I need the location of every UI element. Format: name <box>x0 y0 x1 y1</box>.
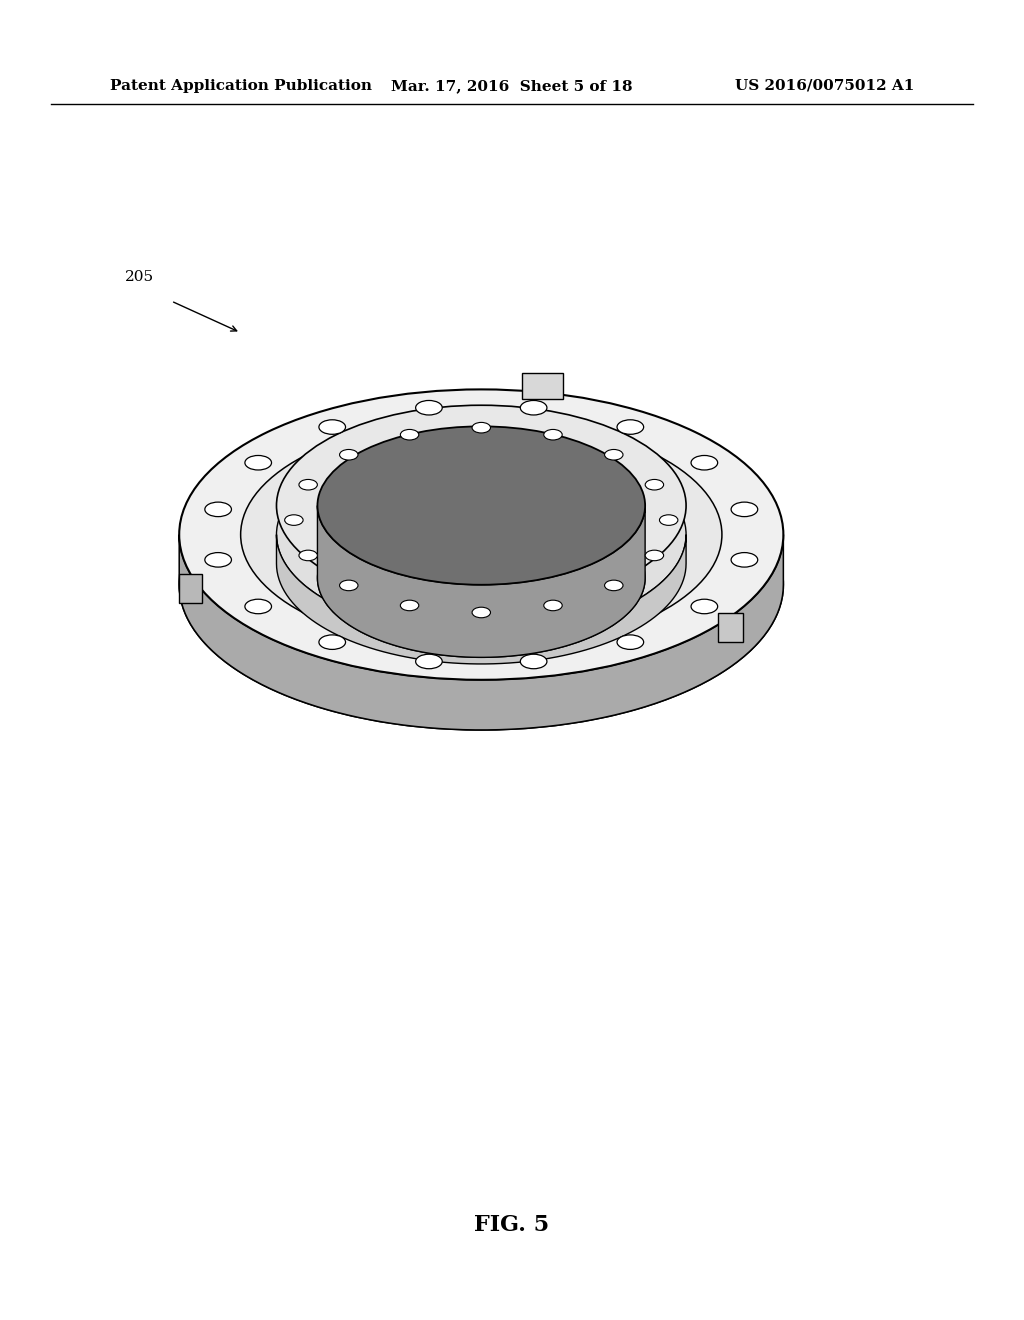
Ellipse shape <box>731 502 758 516</box>
Ellipse shape <box>318 420 345 434</box>
Ellipse shape <box>544 601 562 611</box>
Polygon shape <box>317 506 645 657</box>
Text: US 2016/0075012 A1: US 2016/0075012 A1 <box>735 79 914 92</box>
Ellipse shape <box>179 440 783 730</box>
Ellipse shape <box>659 515 678 525</box>
Ellipse shape <box>205 553 231 568</box>
Ellipse shape <box>617 420 644 434</box>
Ellipse shape <box>400 429 419 440</box>
Ellipse shape <box>317 499 645 657</box>
Ellipse shape <box>544 429 562 440</box>
Ellipse shape <box>520 400 547 414</box>
Ellipse shape <box>245 599 271 614</box>
Polygon shape <box>276 535 686 664</box>
Bar <box>719 612 743 642</box>
Ellipse shape <box>241 418 722 651</box>
Ellipse shape <box>340 450 358 461</box>
Text: Mar. 17, 2016  Sheet 5 of 18: Mar. 17, 2016 Sheet 5 of 18 <box>391 79 633 92</box>
Ellipse shape <box>604 450 623 461</box>
Ellipse shape <box>400 601 419 611</box>
Ellipse shape <box>245 455 271 470</box>
Text: 261: 261 <box>372 581 401 594</box>
Ellipse shape <box>604 579 623 590</box>
Ellipse shape <box>276 434 686 635</box>
Text: FIG. 5: FIG. 5 <box>474 1214 550 1236</box>
Bar <box>179 574 202 603</box>
Ellipse shape <box>472 607 490 618</box>
Ellipse shape <box>317 426 645 585</box>
Ellipse shape <box>299 479 317 490</box>
Ellipse shape <box>416 400 442 414</box>
Ellipse shape <box>299 550 317 561</box>
Ellipse shape <box>205 502 231 516</box>
Ellipse shape <box>691 599 718 614</box>
Bar <box>521 372 562 399</box>
Text: 265: 265 <box>720 488 749 502</box>
Ellipse shape <box>691 455 718 470</box>
Ellipse shape <box>285 515 303 525</box>
Text: Patent Application Publication: Patent Application Publication <box>110 79 372 92</box>
Ellipse shape <box>179 389 783 680</box>
Ellipse shape <box>731 553 758 568</box>
Polygon shape <box>179 535 783 730</box>
Ellipse shape <box>340 579 358 590</box>
Ellipse shape <box>276 405 686 606</box>
Ellipse shape <box>318 635 345 649</box>
Ellipse shape <box>645 479 664 490</box>
Ellipse shape <box>416 655 442 669</box>
Ellipse shape <box>645 550 664 561</box>
Text: 205: 205 <box>125 271 154 284</box>
Ellipse shape <box>617 635 644 649</box>
Ellipse shape <box>520 655 547 669</box>
Ellipse shape <box>472 422 490 433</box>
